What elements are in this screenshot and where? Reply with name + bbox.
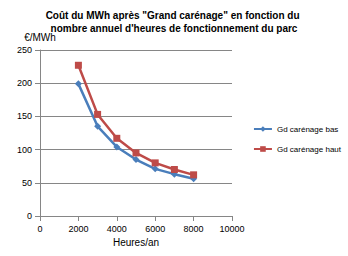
svg-text:8000: 8000 [184,224,204,234]
svg-text:150: 150 [17,111,32,121]
svg-text:0: 0 [37,224,42,234]
svg-text:50: 50 [22,178,32,188]
svg-text:2000: 2000 [68,224,88,234]
svg-text:Gd carénage bas: Gd carénage bas [277,125,338,134]
svg-text:Coût du MWh après "Grand carén: Coût du MWh après "Grand carénage" en fo… [46,10,303,21]
svg-text:100: 100 [17,145,32,155]
svg-text:10000: 10000 [219,224,244,234]
svg-text:200: 200 [17,78,32,88]
svg-text:6000: 6000 [145,224,165,234]
svg-text:4000: 4000 [107,224,127,234]
svg-text:Gd carénage haut: Gd carénage haut [277,145,342,154]
svg-text:€/MWh: €/MWh [24,31,56,43]
svg-text:0: 0 [27,211,32,221]
svg-text:nombre annuel d'heures de fonc: nombre annuel d'heures de fonctionnement… [51,23,298,34]
svg-text:Heures/an: Heures/an [113,237,159,248]
svg-text:250: 250 [17,45,32,55]
